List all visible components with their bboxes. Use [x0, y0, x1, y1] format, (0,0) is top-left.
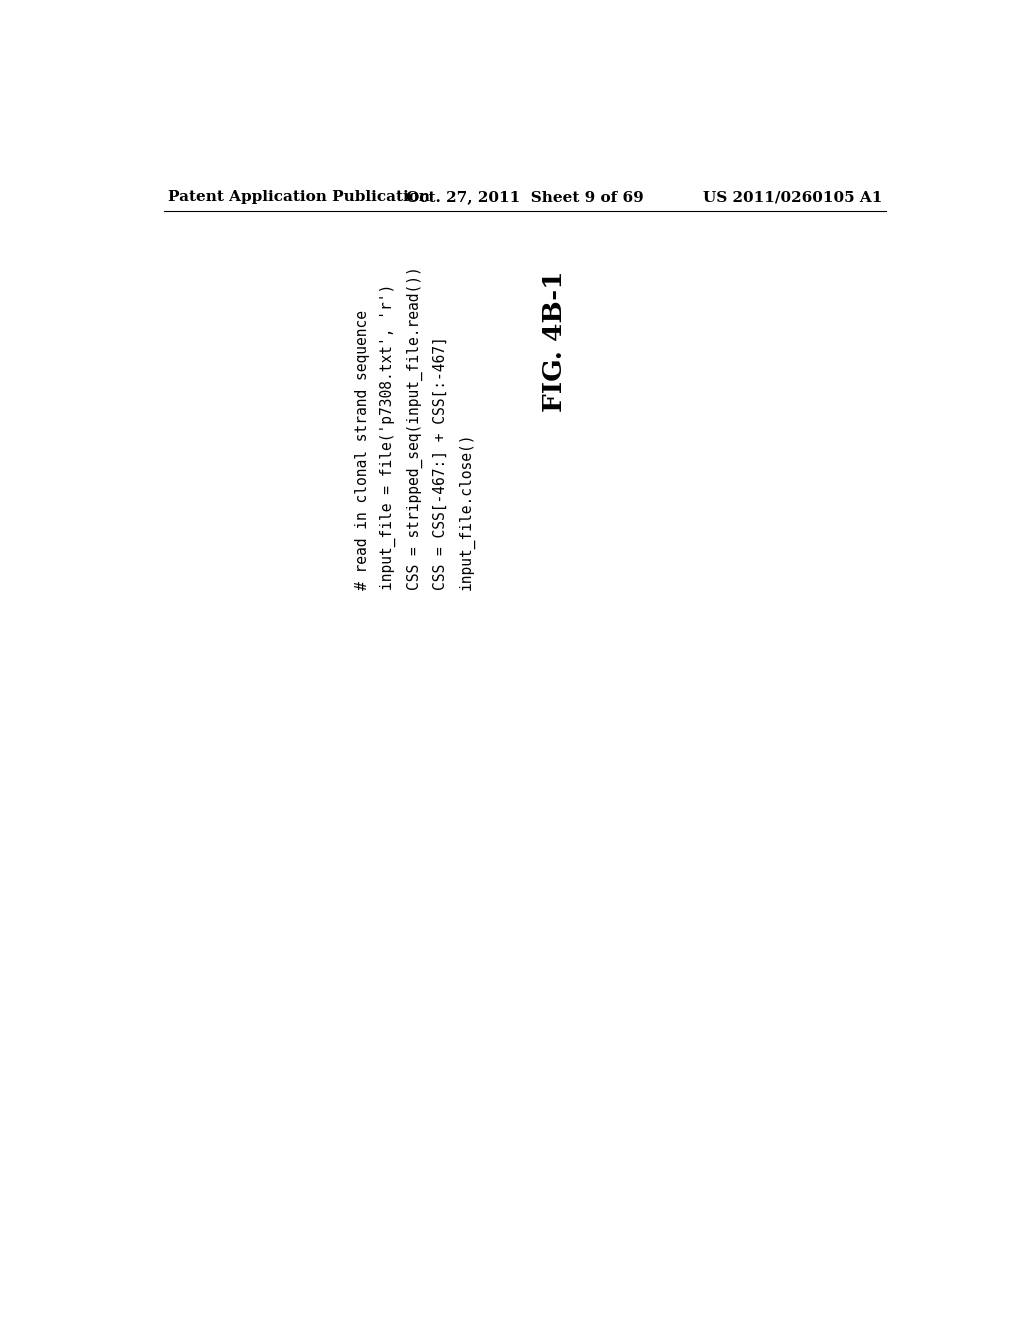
Text: CSS = stripped_seq(input_file.read()): CSS = stripped_seq(input_file.read())	[407, 267, 423, 590]
Text: Patent Application Publication: Patent Application Publication	[168, 190, 430, 205]
Text: US 2011/0260105 A1: US 2011/0260105 A1	[702, 190, 882, 205]
Text: CSS = CSS[-467:] + CSS[:-467]: CSS = CSS[-467:] + CSS[:-467]	[433, 337, 449, 590]
Text: input_file.close(): input_file.close()	[459, 433, 475, 590]
Text: input_file = file('p7308.txt', 'r'): input_file = file('p7308.txt', 'r')	[380, 284, 396, 590]
Text: FIG. 4B-1: FIG. 4B-1	[543, 271, 567, 412]
Text: Oct. 27, 2011  Sheet 9 of 69: Oct. 27, 2011 Sheet 9 of 69	[406, 190, 644, 205]
Text: # read in clonal strand sequence: # read in clonal strand sequence	[354, 310, 370, 590]
